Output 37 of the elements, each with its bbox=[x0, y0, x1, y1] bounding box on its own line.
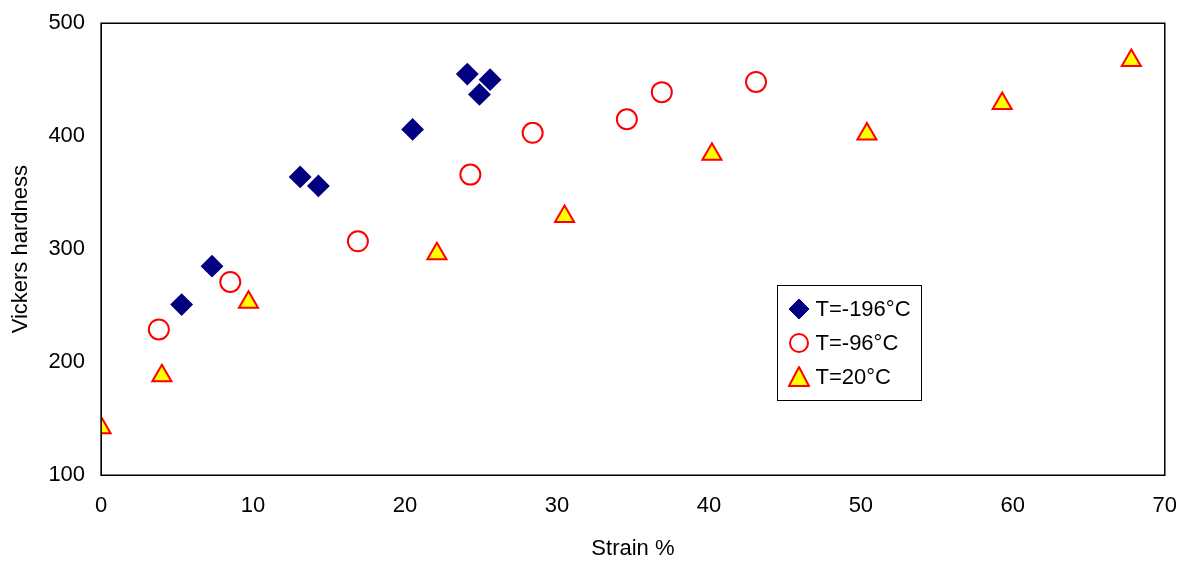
x-tick-label: 30 bbox=[544, 492, 570, 518]
x-tick-label: 10 bbox=[240, 492, 266, 518]
point bbox=[346, 230, 369, 253]
y-tick-label: 500 bbox=[48, 9, 86, 35]
x-tick-label: 70 bbox=[1152, 492, 1178, 518]
legend-label: T=20°C bbox=[815, 364, 891, 391]
point bbox=[745, 70, 768, 93]
point bbox=[307, 174, 330, 197]
point bbox=[401, 118, 424, 141]
point bbox=[237, 290, 260, 309]
point bbox=[615, 108, 638, 131]
point bbox=[151, 363, 173, 383]
legend-label: T=-196°C bbox=[815, 296, 911, 323]
x-tick-label: 50 bbox=[848, 492, 874, 518]
x-tick-label: 60 bbox=[1000, 492, 1026, 518]
x-tick-label: 0 bbox=[94, 492, 108, 518]
x-axis-title: Strain % bbox=[591, 534, 675, 560]
point bbox=[650, 81, 673, 104]
point bbox=[456, 63, 479, 86]
point bbox=[170, 293, 193, 316]
y-tick-label: 400 bbox=[48, 122, 86, 148]
point bbox=[201, 255, 224, 278]
x-tick-label: 40 bbox=[696, 492, 722, 518]
y-axis-title: Vickers hardness bbox=[7, 165, 33, 334]
y-tick-label: 200 bbox=[48, 348, 86, 374]
point bbox=[289, 165, 312, 188]
x-tick-label: 20 bbox=[392, 492, 418, 518]
y-tick-label: 300 bbox=[48, 235, 86, 261]
point bbox=[479, 68, 502, 91]
point bbox=[521, 121, 544, 144]
point bbox=[459, 163, 482, 186]
point bbox=[468, 83, 491, 106]
legend-label: T=-96°C bbox=[815, 330, 899, 357]
point bbox=[147, 318, 170, 341]
point bbox=[426, 241, 448, 261]
point bbox=[219, 270, 242, 293]
y-tick-label: 100 bbox=[48, 461, 86, 487]
